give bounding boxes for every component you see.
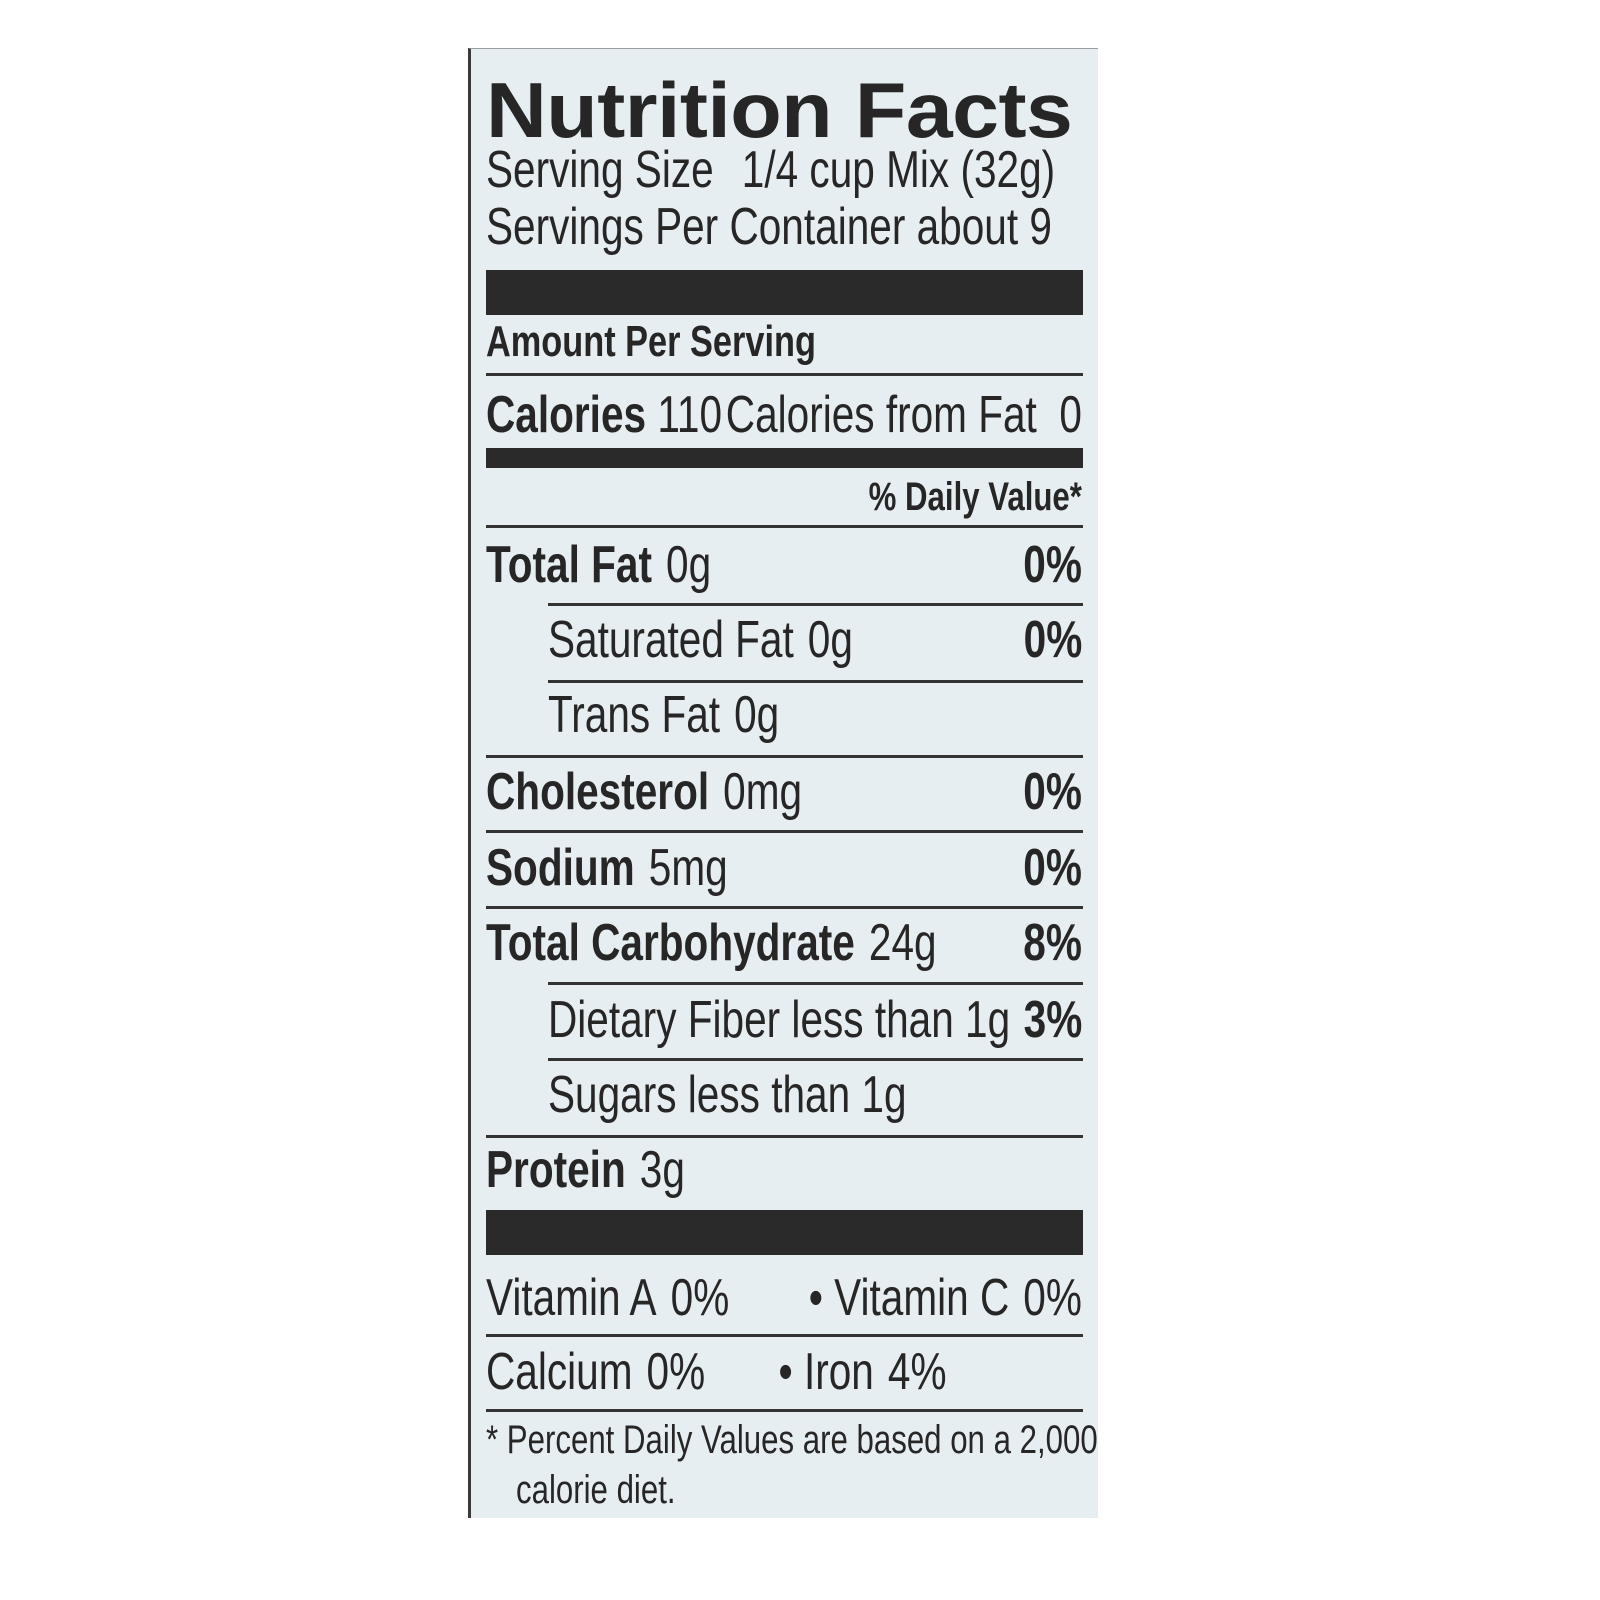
nutrient-amount: 3g <box>639 1141 685 1199</box>
nutrient-name: Total Carbohydrate <box>486 914 855 972</box>
nutrient-amount: 0mg <box>723 763 803 821</box>
divider <box>486 1409 1083 1412</box>
nutrient-name: Total Fat <box>486 536 652 594</box>
divider <box>548 603 1083 606</box>
nutrient-name: Saturated Fat <box>548 611 794 669</box>
vitamin-dv: 4% <box>887 1343 947 1401</box>
nutrient-amount: less than 1g <box>687 1066 907 1124</box>
calories-value: 110 <box>657 386 723 444</box>
nutrient-row-total-fat: Total Fat 0g 0% <box>486 539 1082 591</box>
nutrient-row-trans-fat: Trans Fat 0g <box>548 689 1082 741</box>
nutrient-amount: 24g <box>868 914 937 972</box>
servings-per-container: Servings Per Container about 9 <box>486 201 1082 253</box>
serving-size-value: 1/4 cup Mix (32g) <box>741 141 1056 199</box>
nutrient-amount: 0g <box>666 536 712 594</box>
nutrient-row-protein: Protein 3g <box>486 1144 1082 1196</box>
calories-from-fat: Calories from Fat 0 <box>725 386 1082 444</box>
vitamin-dv: 0% <box>1023 1269 1082 1327</box>
nutrient-name: Sugars <box>548 1066 677 1124</box>
nutrient-amount: less than 1g <box>791 991 1011 1049</box>
vitamin-name: • Vitamin C <box>808 1269 1010 1327</box>
nutrient-name: Trans Fat <box>548 686 721 744</box>
footnote-text: * Percent Daily Values are based on a 2,… <box>486 1418 1098 1462</box>
nutrient-name: Dietary Fiber <box>548 991 781 1049</box>
footnote-text: calorie diet. <box>516 1468 676 1512</box>
vitamin-name: Vitamin A <box>486 1269 657 1327</box>
nutrient-dv: 3% <box>1023 991 1083 1049</box>
serving-size: Serving Size 1/4 cup Mix (32g) <box>486 144 1082 196</box>
divider <box>548 982 1083 985</box>
thick-divider <box>486 270 1083 315</box>
serving-size-label: Serving Size <box>486 141 714 199</box>
nutrient-amount: 5mg <box>648 839 728 897</box>
divider <box>486 1334 1083 1337</box>
nutrient-amount: 0g <box>734 686 780 744</box>
footnote-line-2: calorie diet. <box>516 1470 1112 1510</box>
nutrient-row-dietary-fiber: Dietary Fiber less than 1g 3% <box>548 994 1082 1046</box>
divider <box>486 373 1083 376</box>
nutrient-row-sugars: Sugars less than 1g <box>548 1069 1082 1121</box>
divider <box>486 830 1083 833</box>
nutrient-dv: 8% <box>1023 914 1082 972</box>
calories-row: Calories 110 Calories from Fat 0 <box>486 389 1082 441</box>
calories-label: Calories <box>486 386 647 444</box>
label-title: Nutrition Facts <box>486 66 1073 154</box>
divider <box>548 680 1083 683</box>
daily-value-header: % Daily Value* <box>486 477 1082 517</box>
vitamin-name: Calcium <box>486 1343 633 1401</box>
divider <box>486 525 1083 528</box>
amount-per-serving-text: Amount Per Serving <box>486 317 816 366</box>
divider <box>548 1058 1083 1061</box>
nutrient-amount: 0g <box>807 611 853 669</box>
divider <box>486 1135 1083 1138</box>
nutrient-row-cholesterol: Cholesterol 0mg 0% <box>486 766 1082 818</box>
nutrient-name: Cholesterol <box>486 763 710 821</box>
vitamin-dv: 0% <box>646 1343 706 1401</box>
nutrient-dv: 0% <box>1023 839 1082 897</box>
vitamin-name: • Iron <box>778 1343 874 1401</box>
nutrient-row-saturated-fat: Saturated Fat 0g 0% <box>548 614 1082 666</box>
divider <box>486 755 1083 758</box>
daily-value-header-text: % Daily Value* <box>868 475 1082 519</box>
nutrient-dv: 0% <box>1023 536 1082 594</box>
vitamin-dv: 0% <box>670 1269 730 1327</box>
nutrient-dv: 0% <box>1023 611 1083 669</box>
servings-per-container-text: Servings Per Container about 9 <box>486 198 1052 256</box>
nutrient-name: Sodium <box>486 839 635 897</box>
footnote-line-1: * Percent Daily Values are based on a 2,… <box>486 1420 1098 1460</box>
vitamin-row-1: Vitamin A 0% • Vitamin C 0% <box>486 1272 1082 1324</box>
nutrient-row-sodium: Sodium 5mg 0% <box>486 842 1082 894</box>
nutrient-row-total-carbohydrate: Total Carbohydrate 24g 8% <box>486 917 1082 969</box>
divider <box>486 906 1083 909</box>
vitamin-row-2: Calcium 0% • Iron 4% <box>486 1346 1082 1398</box>
amount-per-serving: Amount Per Serving <box>486 320 1082 364</box>
nutrient-name: Protein <box>486 1141 626 1199</box>
medium-divider <box>486 448 1083 468</box>
nutrient-dv: 0% <box>1023 763 1082 821</box>
thick-divider <box>486 1210 1083 1255</box>
